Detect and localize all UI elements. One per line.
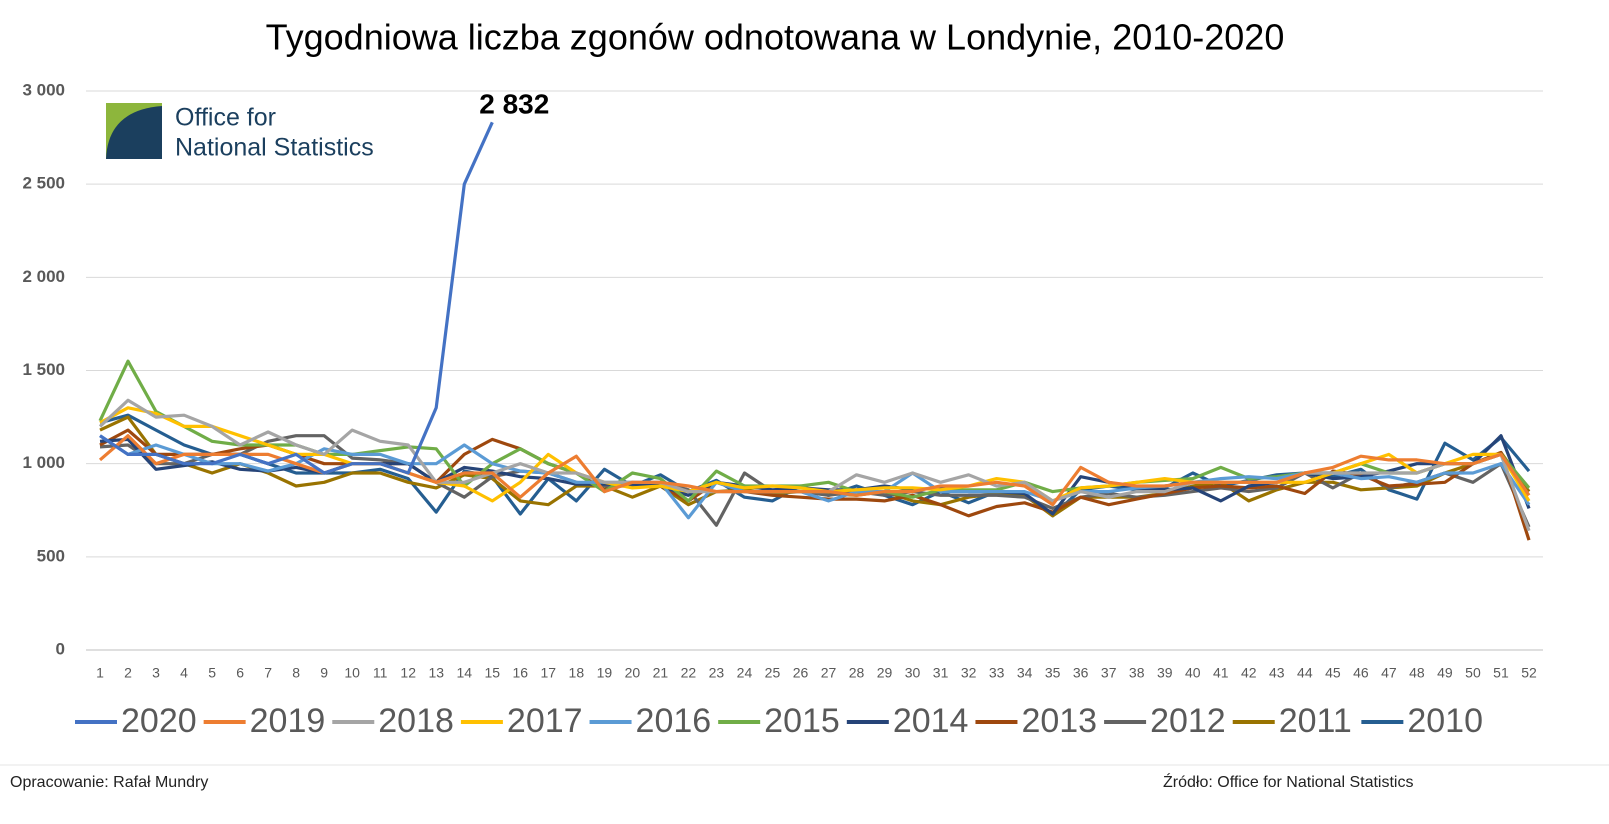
y-tick-label: 500 <box>37 546 65 565</box>
legend-label: 2020 <box>121 702 197 740</box>
legend-label: 2014 <box>893 702 969 740</box>
x-tick-label: 3 <box>152 665 160 681</box>
x-tick-label: 15 <box>484 665 500 681</box>
x-tick-label: 31 <box>933 665 949 681</box>
x-tick-label: 16 <box>513 665 529 681</box>
x-tick-label: 28 <box>849 665 865 681</box>
legend-label: 2015 <box>764 702 840 740</box>
y-tick-label: 2 500 <box>22 174 65 193</box>
x-tick-label: 29 <box>877 665 893 681</box>
x-tick-label: 23 <box>709 665 725 681</box>
legend-label: 2013 <box>1021 702 1097 740</box>
x-tick-label: 10 <box>344 665 360 681</box>
footer-left: Opracowanie: Rafał Mundry <box>10 774 208 791</box>
series-line <box>99 428 1531 541</box>
x-tick-label: 6 <box>236 665 244 681</box>
x-tick-label: 48 <box>1409 665 1425 681</box>
x-tick-label: 2 <box>124 665 132 681</box>
logo-shape <box>106 106 162 159</box>
x-tick-label: 41 <box>1213 665 1229 681</box>
x-tick-label: 44 <box>1297 665 1313 681</box>
x-tick-label: 25 <box>765 665 781 681</box>
x-tick-label: 12 <box>400 665 416 681</box>
series-line <box>99 434 1531 520</box>
series-line <box>99 406 1531 503</box>
x-tick-label: 9 <box>320 665 328 681</box>
x-tick-label: 20 <box>625 665 641 681</box>
y-tick-label: 3 000 <box>22 80 65 99</box>
x-tick-label: 30 <box>905 665 921 681</box>
x-tick-label: 14 <box>456 665 472 681</box>
x-tick-label: 5 <box>208 665 216 681</box>
x-tick-label: 37 <box>1101 665 1117 681</box>
x-tick-label: 38 <box>1129 665 1145 681</box>
y-tick-label: 1 000 <box>22 453 65 472</box>
x-tick-label: 13 <box>428 665 444 681</box>
y-tick-label: 0 <box>56 639 65 658</box>
legend-label: 2016 <box>636 702 712 740</box>
x-tick-label: 34 <box>1017 665 1033 681</box>
x-tick-label: 22 <box>681 665 697 681</box>
x-tick-label: 27 <box>821 665 837 681</box>
x-tick-label: 50 <box>1465 665 1481 681</box>
x-tick-label: 33 <box>989 665 1005 681</box>
x-tick-label: 4 <box>180 665 188 681</box>
x-tick-label: 32 <box>961 665 977 681</box>
x-tick-label: 39 <box>1157 665 1173 681</box>
x-tick-label: 11 <box>373 665 388 681</box>
x-tick-label: 47 <box>1381 665 1397 681</box>
x-tick-label: 19 <box>597 665 613 681</box>
legend-label: 2017 <box>507 702 583 740</box>
x-tick-label: 35 <box>1045 665 1061 681</box>
x-tick-label: 24 <box>737 665 753 681</box>
x-tick-label: 42 <box>1241 665 1257 681</box>
x-tick-label: 1 <box>96 665 104 681</box>
x-tick-label: 43 <box>1269 665 1285 681</box>
x-tick-label: 51 <box>1493 665 1509 681</box>
legend-label: 2010 <box>1407 702 1483 740</box>
legend-label: 2018 <box>378 702 454 740</box>
x-tick-label: 52 <box>1521 665 1537 681</box>
x-tick-label: 49 <box>1437 665 1453 681</box>
logo-text: Office for <box>175 104 276 132</box>
y-tick-label: 2 000 <box>22 267 65 286</box>
legend-label: 2019 <box>250 702 326 740</box>
x-tick-label: 46 <box>1353 665 1369 681</box>
legend-label: 2012 <box>1150 702 1226 740</box>
x-tick-label: 17 <box>541 665 557 681</box>
x-tick-label: 36 <box>1073 665 1089 681</box>
series-line <box>99 121 494 475</box>
x-tick-label: 18 <box>569 665 585 681</box>
x-tick-label: 21 <box>653 665 669 681</box>
chart-title: Tygodniowa liczba zgonów odnotowana w Lo… <box>266 17 1285 58</box>
x-tick-label: 8 <box>292 665 300 681</box>
x-tick-label: 40 <box>1185 665 1201 681</box>
logo-text: National Statistics <box>175 134 374 162</box>
series-line <box>99 434 1531 528</box>
legend-label: 2011 <box>1279 702 1352 740</box>
footer-right: Źródło: Office for National Statistics <box>1163 772 1413 791</box>
y-tick-label: 1 500 <box>22 360 65 379</box>
x-tick-label: 45 <box>1325 665 1341 681</box>
x-tick-label: 7 <box>264 665 272 681</box>
data-label: 2 832 <box>479 89 549 120</box>
x-tick-label: 26 <box>793 665 809 681</box>
logo: Office for National Statistics <box>106 103 374 162</box>
